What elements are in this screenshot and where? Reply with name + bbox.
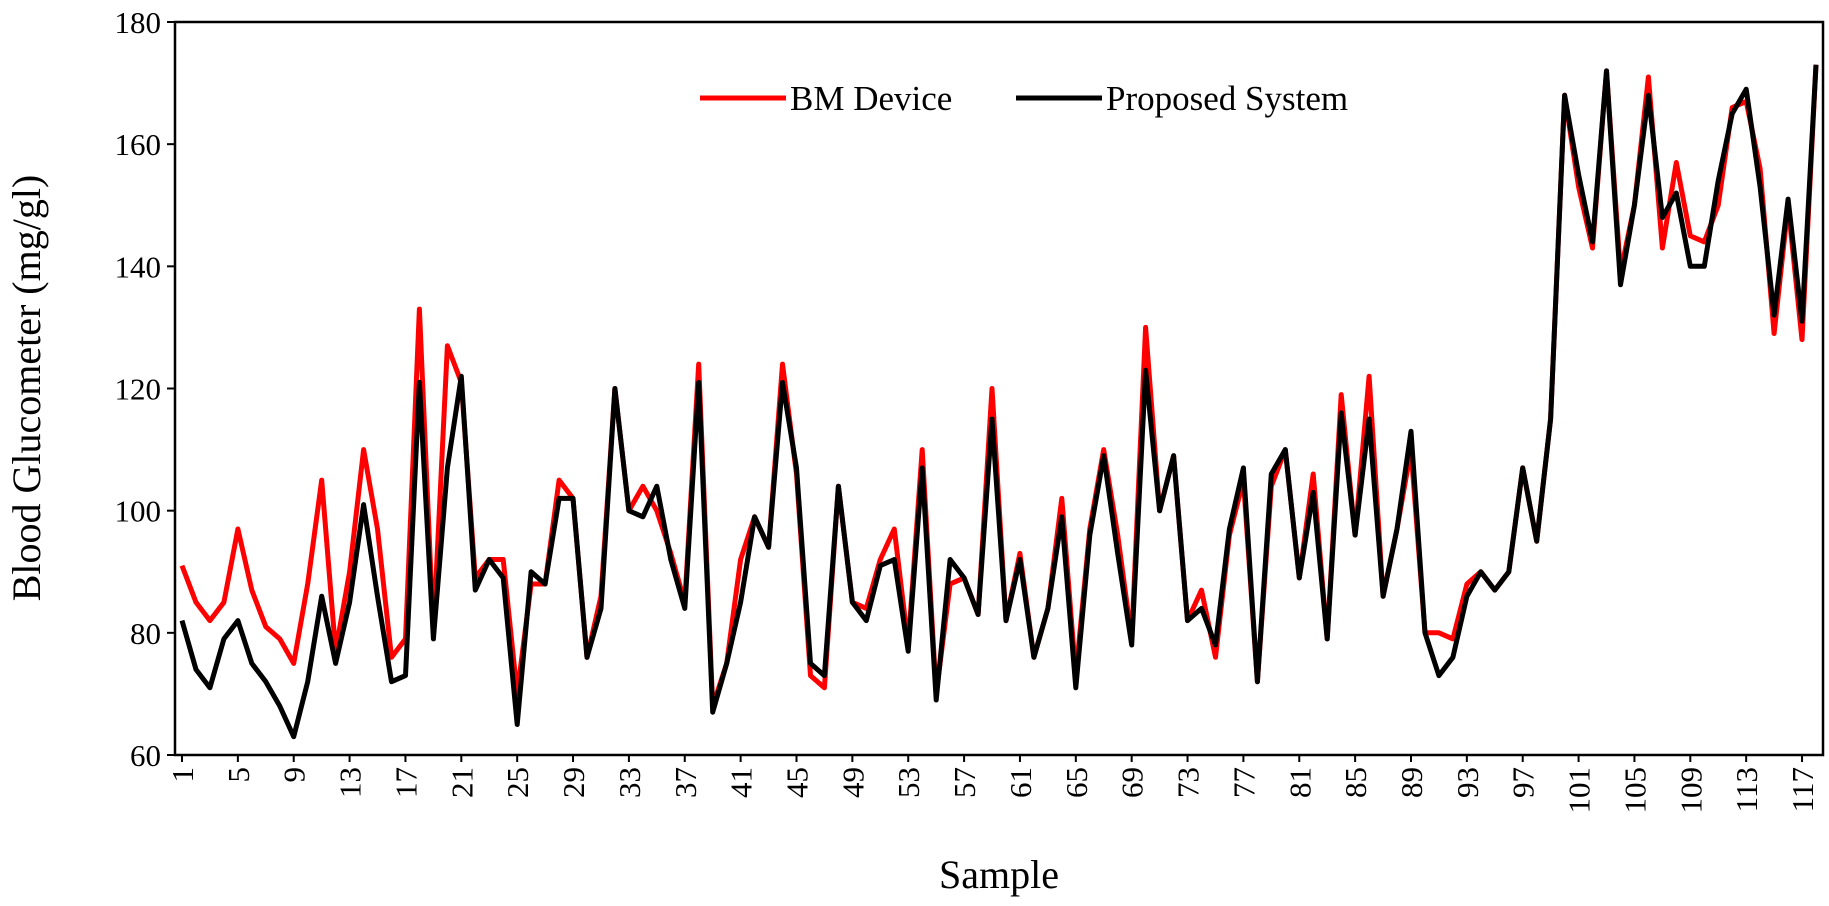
y-tick-label: 120 (115, 372, 162, 407)
x-tick-label: 41 (724, 767, 759, 798)
x-tick-label: 117 (1785, 767, 1820, 812)
x-tick-label: 25 (500, 767, 535, 798)
y-tick-label: 160 (115, 127, 162, 162)
x-tick-label: 89 (1394, 767, 1429, 798)
legend-label-bm-device: BM Device (790, 79, 952, 118)
x-tick-label: 37 (668, 767, 703, 798)
y-tick-label: 180 (115, 5, 162, 40)
x-tick-label: 113 (1729, 767, 1764, 812)
x-tick-label: 29 (556, 767, 591, 798)
legend-label-proposed-system: Proposed System (1106, 79, 1348, 118)
x-tick-label: 9 (277, 767, 312, 783)
x-tick-label: 33 (612, 767, 647, 798)
y-axis-ticks: 60 80 100 120 140 160 180 (115, 5, 176, 773)
y-tick-label: 80 (130, 616, 161, 651)
x-tick-label: 105 (1617, 767, 1652, 814)
x-tick-label: 17 (388, 767, 423, 798)
y-tick-label: 100 (115, 494, 162, 529)
x-tick-label: 81 (1282, 767, 1317, 798)
y-axis-title: Blood Glucometer (mg/gl) (4, 175, 49, 602)
x-tick-label: 97 (1506, 767, 1541, 798)
x-tick-label: 93 (1450, 767, 1485, 798)
x-tick-label: 109 (1673, 767, 1708, 814)
x-axis-title: Sample (939, 852, 1059, 897)
series-line-proposed-system (182, 65, 1816, 737)
x-tick-label: 61 (1003, 767, 1038, 798)
x-tick-label: 53 (891, 767, 926, 798)
x-tick-label: 101 (1562, 767, 1597, 814)
y-tick-label: 140 (115, 249, 162, 284)
x-axis-ticks: 1 5 9 13 17 21 25 29 33 37 41 45 49 53 57 61 65 69 73 77 81 8… (165, 755, 1820, 814)
x-tick-label: 69 (1115, 767, 1150, 798)
y-tick-label: 60 (130, 738, 161, 773)
legend: BM Device Proposed System (700, 79, 1348, 118)
series-line-bm-device (182, 65, 1816, 706)
x-tick-label: 85 (1338, 767, 1373, 798)
x-tick-label: 1 (165, 767, 200, 783)
x-tick-label: 13 (333, 767, 368, 798)
x-tick-label: 73 (1171, 767, 1206, 798)
x-tick-label: 77 (1226, 767, 1261, 798)
x-tick-label: 65 (1059, 767, 1094, 798)
x-tick-label: 45 (779, 767, 814, 798)
x-tick-label: 5 (221, 767, 256, 783)
x-tick-label: 21 (444, 767, 479, 798)
x-tick-label: 57 (947, 767, 982, 798)
series-lines (182, 65, 1816, 737)
x-tick-label: 49 (835, 767, 870, 798)
